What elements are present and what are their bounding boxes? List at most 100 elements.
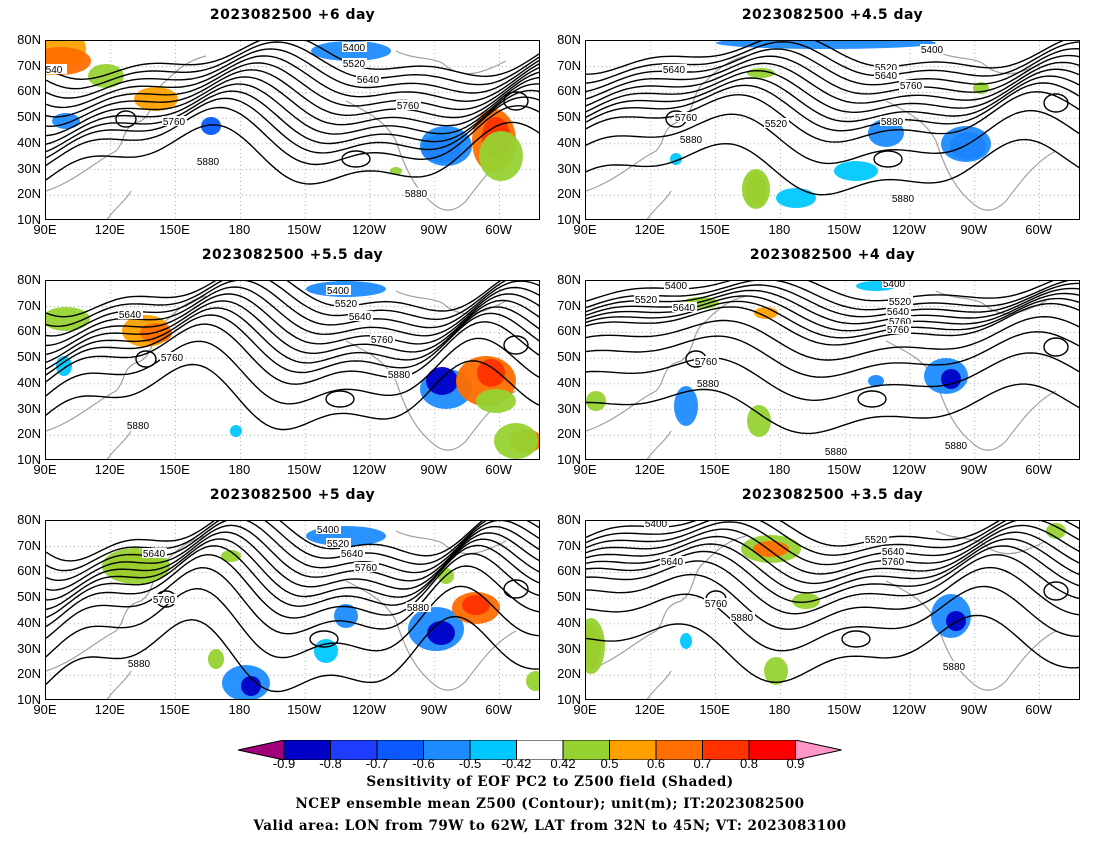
- contour-label-bg: [326, 538, 351, 548]
- lat-tick-label: 50N: [557, 589, 581, 605]
- lat-tick-label: 10N: [17, 451, 41, 467]
- lat-tick-label: 30N: [17, 640, 41, 656]
- colorbar-right-arrow: [795, 740, 842, 760]
- shading-blob: [946, 611, 966, 631]
- contour-label: 5760: [887, 325, 910, 336]
- contour-line: [46, 105, 539, 166]
- map-area: 5400 5520 5640 5760 5640 5760 5880 5880: [45, 280, 540, 460]
- map-graphics: 5400 5520 5640 5760 5880 5880 5760 540: [46, 41, 539, 219]
- coastline-sea: [106, 190, 132, 219]
- map-area: 5400 5520 5640 5760 5880 5880 5760 540: [45, 40, 540, 220]
- lat-tick-label: 50N: [557, 349, 581, 365]
- lat-tick-label: 60N: [17, 323, 41, 339]
- shading-blob: [477, 359, 505, 387]
- contour-label-bg: [942, 661, 967, 671]
- map-area: 5400 5520 5640 5760 5400 5520 5640 5760 5760 5880…: [585, 280, 1080, 460]
- contour-label: 5400: [327, 286, 350, 297]
- coastline-sea: [646, 670, 672, 699]
- lat-tick-label: 50N: [17, 349, 41, 365]
- contour-line: [586, 383, 1079, 435]
- contour-line: [586, 61, 1079, 107]
- coastline-america: [345, 340, 517, 451]
- contour-label-bg: [196, 156, 221, 166]
- contour-label: 5640: [349, 312, 372, 323]
- lon-tick-label: 120E: [634, 462, 665, 477]
- lon-tick-label: 120W: [892, 702, 926, 717]
- lon-tick-label: 150E: [699, 462, 730, 477]
- contour-line: [586, 138, 1079, 196]
- contour-closed: [1043, 581, 1069, 601]
- contour-label: 5520: [865, 535, 888, 546]
- contour-label-bg: [886, 306, 911, 316]
- shading-blob: [208, 649, 224, 669]
- lon-tick-label: 180: [228, 702, 251, 717]
- contour-line: [46, 544, 539, 619]
- contour-label-bg: [160, 352, 185, 362]
- coastline-arctic: [395, 290, 507, 315]
- contour-label: 5520: [335, 299, 358, 310]
- contour-closed: [873, 150, 903, 168]
- contour-closed: [325, 390, 355, 408]
- lat-tick-label: 80N: [557, 32, 581, 47]
- contour-label: 5760: [889, 317, 912, 328]
- contour-label: 5760: [371, 335, 394, 346]
- coastline-sea: [646, 430, 672, 459]
- contour-label-bg: [342, 42, 367, 52]
- contour-line: [586, 553, 1079, 615]
- contour-line: [46, 76, 539, 137]
- shading-blob: [834, 161, 878, 181]
- contour-closed: [857, 390, 887, 408]
- shading-blob: [230, 425, 242, 437]
- contour-label-bg: [326, 285, 351, 295]
- contour-label: 5760: [882, 557, 905, 568]
- contour-label: 5760: [355, 563, 378, 574]
- lat-tick-label: 80N: [557, 512, 581, 527]
- contour-label: 5880: [407, 603, 430, 614]
- contour-label-bg: [370, 334, 395, 344]
- map-area: 5400 5520 5640 5760 5640 5760 5880 5880: [45, 520, 540, 700]
- contour-label: 540: [46, 65, 63, 76]
- colorbar-tick-label: 0.5: [600, 756, 619, 771]
- lon-tick-label: 120W: [892, 222, 926, 237]
- lat-tick-label: 80N: [17, 32, 41, 47]
- lat-tick-label: 70N: [17, 57, 41, 73]
- contour-label-bg: [880, 116, 905, 126]
- colorbar-tick-label: 0.7: [693, 756, 712, 771]
- lat-tick-label: 40N: [557, 614, 581, 630]
- lat-tick-label: 50N: [557, 109, 581, 125]
- coastline-asia: [46, 295, 207, 432]
- map-panel-1: 2023082500 +6 day 5400 5520 5640 5760 5880 58…: [45, 7, 540, 220]
- colorbar-tick-label: -0.7: [365, 756, 389, 771]
- contour-line: [586, 292, 1079, 332]
- map-panel-2: 2023082500 +4.5 day 5400 5520 5640 5760 5640…: [585, 7, 1080, 220]
- contour-line: [586, 281, 1054, 302]
- contour-label: 5880: [881, 117, 904, 128]
- contour-line: [586, 54, 1079, 100]
- shading-blob: [792, 593, 820, 609]
- shading-blob: [586, 618, 605, 674]
- contour-line: [586, 585, 1079, 652]
- contour-closed: [1043, 337, 1069, 357]
- coastline-sea: [106, 670, 132, 699]
- shading-blob: [46, 307, 90, 331]
- contour-label: 5400: [883, 281, 906, 290]
- contour-label: 5400: [343, 43, 366, 54]
- contour-line: [46, 281, 502, 318]
- lon-tick-label: 150W: [827, 462, 862, 477]
- panel-title: 2023082500 +5 day: [209, 487, 376, 503]
- shading-blob: [134, 87, 178, 111]
- z500-contours: [46, 41, 539, 185]
- colorbar-tick-label: 0.6: [646, 756, 666, 771]
- contour-closed: [503, 91, 529, 111]
- contour-line: [46, 41, 539, 90]
- colorbar-tick-label: 0.42: [550, 756, 576, 771]
- coastlines: [46, 290, 517, 459]
- contour-label-bg: [118, 309, 143, 319]
- contour-label-bg: [886, 324, 911, 334]
- sensitivity-shading: [46, 281, 539, 459]
- contour-label-bg: [316, 524, 341, 534]
- contour-label: 5520: [875, 63, 898, 74]
- contour-line: [586, 566, 1079, 630]
- contour-label: 5640: [887, 307, 910, 318]
- lon-tick-label: 150E: [159, 462, 190, 477]
